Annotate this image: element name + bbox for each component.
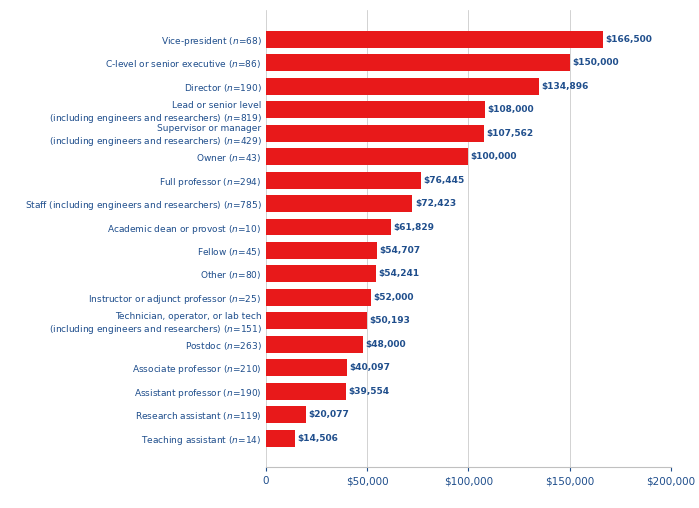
Text: $100,000: $100,000 [470,152,517,161]
Text: $107,562: $107,562 [486,129,533,138]
Text: $14,506: $14,506 [298,434,338,442]
Text: $134,896: $134,896 [542,82,589,91]
Bar [266,101,484,118]
Bar [266,218,391,236]
Text: $39,554: $39,554 [348,387,389,396]
Text: $76,445: $76,445 [423,176,464,184]
Text: $48,000: $48,000 [366,340,406,349]
Bar [266,148,468,165]
Text: $20,077: $20,077 [309,410,350,419]
Text: $150,000: $150,000 [572,58,619,68]
Bar [266,54,570,71]
Text: $40,097: $40,097 [350,363,390,372]
Bar [266,172,421,188]
Text: $72,423: $72,423 [415,199,456,208]
Bar [266,359,347,376]
Bar [266,312,368,329]
Text: $108,000: $108,000 [487,105,533,114]
Bar [266,289,371,306]
Text: $61,829: $61,829 [394,223,434,232]
Bar [266,31,603,48]
Text: $54,707: $54,707 [379,246,420,255]
Bar [266,383,346,400]
Bar [266,430,295,447]
Bar [266,125,484,142]
Text: $54,241: $54,241 [378,269,419,278]
Bar [266,336,363,353]
Bar [266,266,375,282]
Bar [266,195,412,212]
Bar [266,242,377,259]
Text: $52,000: $52,000 [373,293,414,302]
Bar [266,78,539,94]
Bar [266,406,306,423]
Text: $50,193: $50,193 [370,316,411,325]
Text: $166,500: $166,500 [605,35,652,44]
